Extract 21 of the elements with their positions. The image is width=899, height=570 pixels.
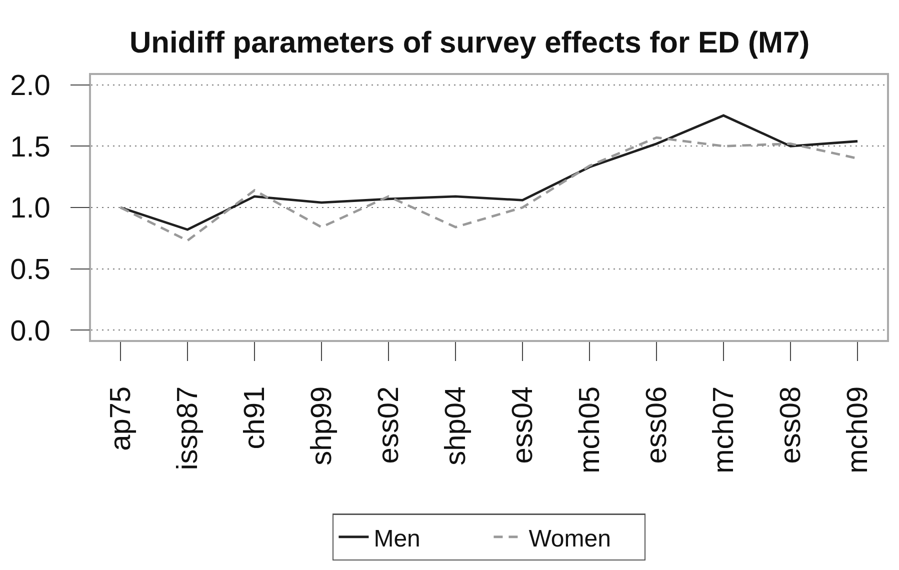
x-tick-label: ess06 [640,386,673,464]
legend-label: Women [528,525,611,552]
x-tick-label: mch05 [574,386,606,474]
line-series [119,114,859,231]
x-tick-label: issp87 [172,386,204,470]
x-tick-label: shp99 [306,386,338,466]
x-tick-label: ess02 [372,386,405,464]
x-tick-label: ess08 [774,386,807,464]
x-tick-label: ess04 [506,386,539,464]
y-tick-label: 1.0 [10,192,50,225]
x-tick-label: mch07 [708,386,740,474]
x-tick-label: mch09 [842,386,874,474]
y-tick-label: 1.5 [10,131,50,164]
x-tick-label: ch91 [238,386,271,450]
chart-title: Unidiff parameters of survey effects for ED (M7) [130,26,810,60]
x-tick-label: shp04 [440,386,472,466]
y-tick-label: 0.5 [10,254,50,286]
y-tick-label: 0.0 [10,315,50,348]
legend-label: Men [374,525,420,552]
y-tick-label: 2.0 [10,70,50,102]
x-tick-label: ap75 [104,386,137,451]
